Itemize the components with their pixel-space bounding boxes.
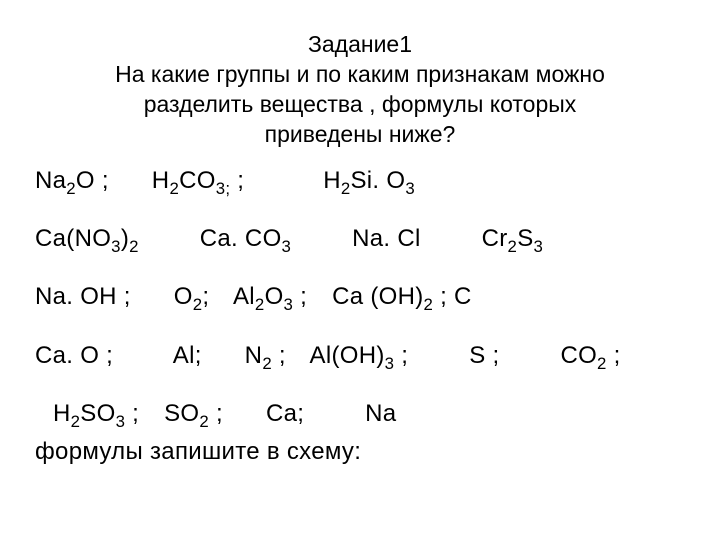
formula-row-2: Ca(NO3)2 Ca. CO3 Na. Cl Cr2S3 <box>35 222 685 258</box>
formula-row-1: Na2O ; H2CO3; ; H2Si. O3 <box>35 164 685 200</box>
formula: Ca. CO3 <box>200 225 291 252</box>
formula: Al2O3 ; <box>233 283 307 310</box>
formula: Ca (OH)2 ; C <box>332 283 472 310</box>
formula: H2SO3 ; <box>53 400 139 427</box>
title-block: Задание1 На какие группы и по каким приз… <box>35 30 685 150</box>
formula: Al(OH)3 ; <box>310 342 409 369</box>
title-line2: На какие группы и по каким признакам мож… <box>35 60 685 90</box>
formula: Ca(NO3)2 <box>35 225 139 252</box>
formula: Ca; <box>266 400 304 427</box>
title-line1: Задание1 <box>35 30 685 60</box>
formula-row-3: Na. OH ; O2; Al2O3 ; Ca (OH)2 ; C <box>35 280 685 316</box>
formula: SO2 ; <box>164 400 223 427</box>
footer-text: формулы запишите в схему: <box>35 435 685 469</box>
formula: H2CO3; ; <box>152 167 244 194</box>
formula: Na <box>365 400 396 427</box>
formula: Ca. O ; <box>35 342 113 369</box>
formula: Na2O ; <box>35 167 109 194</box>
formula: CO2 ; <box>560 342 620 369</box>
formula: N2 ; <box>245 342 286 369</box>
formula-row-4: Ca. O ; Al; N2 ; Al(OH)3 ; S ; CO2 ; <box>35 339 685 375</box>
formula: S ; <box>469 342 499 369</box>
formula: Na. Cl <box>352 225 420 252</box>
formula: Al; <box>173 342 202 369</box>
title-line3: разделить вещества , формулы которых <box>35 90 685 120</box>
formula-row-5: H2SO3 ; SO2 ; Ca; Na <box>35 397 685 433</box>
title-line4: приведены ниже? <box>35 120 685 150</box>
formula: Na. OH ; <box>35 283 131 310</box>
formula: H2Si. O3 <box>323 167 415 194</box>
formula: O2; <box>174 283 210 310</box>
formula: Cr2S3 <box>482 225 544 252</box>
